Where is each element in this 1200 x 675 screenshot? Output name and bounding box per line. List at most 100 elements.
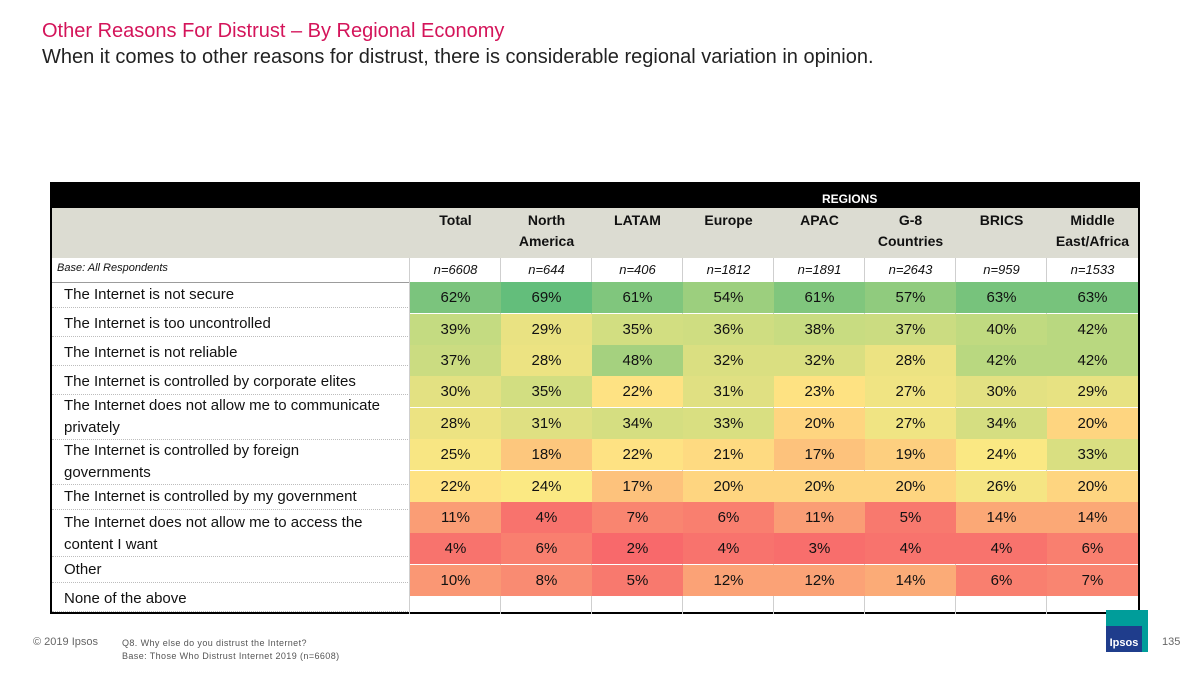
row-label: The Internet is controlled by corporate … — [64, 371, 414, 393]
heatmap-cell: 20% — [1047, 471, 1138, 502]
heatmap-cell: 20% — [865, 471, 956, 502]
heatmap-cell: 7% — [1047, 565, 1138, 596]
heatmap-cell: 28% — [410, 408, 501, 439]
heatmap-cell: 22% — [592, 439, 683, 470]
heatmap-cell: 61% — [774, 282, 865, 313]
column-header: Total — [410, 210, 501, 258]
logo-bottom-block — [1106, 626, 1142, 652]
row-label: None of the above — [64, 588, 414, 610]
row-divider — [52, 336, 408, 337]
row-label-line1: The Internet is not secure — [64, 286, 235, 303]
heatmap-cell: 18% — [501, 439, 592, 470]
row-label: The Internet is controlled by my governm… — [64, 486, 414, 508]
heatmap-cell: 37% — [865, 314, 956, 345]
column-header: APAC — [774, 210, 865, 258]
row-label-line1: None of the above — [64, 590, 187, 607]
heatmap-cell: 20% — [774, 408, 865, 439]
heatmap-cell: 10% — [410, 565, 501, 596]
heatmap-cell: 4% — [683, 533, 774, 564]
column-header: BRICS — [956, 210, 1047, 258]
row-label: The Internet is not reliable — [64, 342, 414, 364]
logo-text: Ipsos — [1110, 637, 1139, 649]
heatmap-cell: 27% — [865, 376, 956, 407]
heatmap-cell: 23% — [774, 376, 865, 407]
heatmap-cell: 31% — [501, 408, 592, 439]
heatmap-cell: 32% — [774, 345, 865, 376]
heatmap-cell: 63% — [956, 282, 1047, 313]
heatmap-cell: 29% — [1047, 376, 1138, 407]
heatmap-cell: 20% — [1047, 408, 1138, 439]
heatmap-cell: 14% — [865, 565, 956, 596]
heatmap-cell: 42% — [1047, 345, 1138, 376]
heatmap-cell: 61% — [592, 282, 683, 313]
heatmap-cell: 5% — [592, 565, 683, 596]
heatmap-cell: 57% — [865, 282, 956, 313]
sample-size: n=644 — [528, 262, 565, 277]
row-divider — [52, 556, 408, 557]
heatmap-cell: 11% — [774, 502, 865, 533]
heatmap-cell: 11% — [410, 502, 501, 533]
sample-size: n=6608 — [433, 262, 478, 277]
heatmap-cell: 12% — [774, 565, 865, 596]
heatmap-cell: 30% — [956, 376, 1047, 407]
heatmap-cell: 28% — [501, 345, 592, 376]
row-label-line1: The Internet is controlled by my governm… — [64, 488, 357, 505]
row-divider — [52, 439, 408, 440]
distrust-table: REGIONS Base: All Respondents Total n=660… — [50, 182, 1140, 614]
heatmap-cell: 5% — [865, 502, 956, 533]
footer-question: Q8. Why else do you distrust the Interne… — [122, 638, 307, 648]
row-label-line1: The Internet is controlled by corporate … — [64, 373, 356, 390]
footer-base: Base: Those Who Distrust Internet 2019 (… — [122, 651, 340, 661]
heatmap-cell: 22% — [592, 376, 683, 407]
column-header-line2: America — [518, 233, 575, 249]
column-header-line2: East/Africa — [1055, 233, 1130, 249]
row-divider — [52, 582, 408, 583]
column-header-line1: APAC — [800, 212, 839, 228]
heatmap-cell: 38% — [774, 314, 865, 345]
heatmap-cell: 30% — [410, 376, 501, 407]
heatmap-cell: 17% — [592, 471, 683, 502]
column-header-line1: Total — [439, 212, 472, 228]
ipsos-logo: Ipsos — [1106, 610, 1148, 652]
regions-label: REGIONS — [822, 192, 878, 206]
heatmap-cell: 35% — [501, 376, 592, 407]
heatmap-cell: 27% — [865, 408, 956, 439]
heatmap-cell: 4% — [410, 533, 501, 564]
heatmap-cell: 35% — [592, 314, 683, 345]
heatmap-cell: 2% — [592, 533, 683, 564]
heatmap-cell: 29% — [501, 314, 592, 345]
row-label-line1: The Internet is too uncontrolled — [64, 315, 271, 332]
row-label: Other — [64, 559, 414, 581]
row-label: The Internet is too uncontrolled — [64, 313, 414, 335]
column-header-line1: G-8 — [898, 212, 923, 228]
heatmap-cell: 6% — [956, 565, 1047, 596]
slide-subtitle: When it comes to other reasons for distr… — [42, 46, 874, 68]
sample-size: n=406 — [619, 262, 656, 277]
heatmap-cell: 6% — [501, 533, 592, 564]
column-header-line1: North — [527, 212, 566, 228]
heatmap-cell: 6% — [1047, 533, 1138, 564]
heatmap-cell: 31% — [683, 376, 774, 407]
heatmap-cell: 4% — [956, 533, 1047, 564]
heatmap-cell: 14% — [956, 502, 1047, 533]
column-header: LATAM — [592, 210, 683, 258]
row-label-line1: The Internet is not reliable — [64, 344, 238, 361]
column-header: G-8 Countries — [865, 210, 956, 258]
row-label-line1: The Internet does not allow me to commun… — [64, 397, 380, 414]
heatmap-cell: 28% — [865, 345, 956, 376]
column-header: Europe — [683, 210, 774, 258]
column-header: Middle East/Africa — [1047, 210, 1138, 258]
heatmap-cell: 24% — [501, 471, 592, 502]
row-label: The Internet does not allow me to commun… — [64, 395, 414, 439]
heatmap-cell: 40% — [956, 314, 1047, 345]
heatmap-cell: 22% — [410, 471, 501, 502]
heatmap-cell: 32% — [683, 345, 774, 376]
row-divider — [52, 365, 408, 366]
row-label: The Internet is controlled by foreign gov… — [64, 440, 414, 484]
column-header-line2: Countries — [877, 233, 944, 249]
row-label: The Internet is not secure — [64, 284, 414, 306]
column-header-line1: LATAM — [614, 212, 661, 228]
column-separator — [409, 258, 410, 614]
copyright: © 2019 Ipsos — [33, 636, 98, 648]
row-label-line2: privately — [64, 419, 120, 436]
